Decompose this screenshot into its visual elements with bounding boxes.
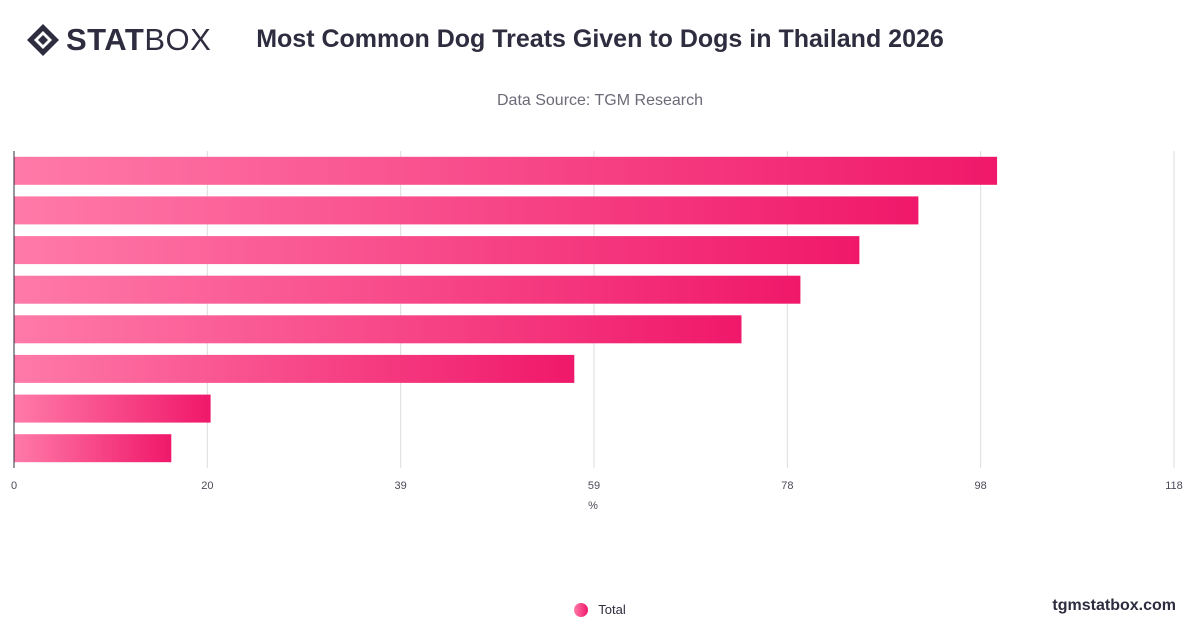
x-tick-label: 78 [781, 480, 793, 492]
bar[interactable] [14, 354, 575, 383]
x-tick-label: 98 [975, 480, 987, 492]
x-tick-label: 39 [395, 480, 407, 492]
x-tick-label: 20 [201, 480, 213, 492]
watermark: tgmstatbox.com [1052, 597, 1176, 614]
legend[interactable]: Total [0, 602, 1200, 617]
x-axis: 0 20 39 59 78 98 118 [11, 151, 1183, 492]
chart-title: Most Common Dog Treats Given to Dogs in … [256, 25, 944, 53]
x-tick-label: 59 [588, 480, 600, 492]
logo-text-light: BOX [144, 22, 212, 57]
bar[interactable] [14, 315, 742, 344]
legend-swatch [574, 602, 589, 617]
bar[interactable] [14, 196, 919, 225]
x-axis-label: % [588, 500, 598, 512]
logo-text-bold: STAT [66, 22, 145, 57]
bar[interactable] [14, 275, 801, 304]
chart-subtitle: Data Source: TGM Research [496, 92, 703, 109]
bars [14, 156, 998, 463]
x-tick-label: 0 [11, 480, 17, 492]
statbox-logo-text: STATBOX [66, 22, 211, 58]
statbox-logo: STATBOX [26, 22, 211, 58]
x-tick-label: 118 [1165, 480, 1183, 492]
bar[interactable] [14, 434, 172, 463]
legend-label-total: Total [598, 602, 626, 617]
bar[interactable] [14, 156, 998, 185]
bar[interactable] [14, 394, 211, 423]
bar[interactable] [14, 236, 860, 265]
statbox-logo-icon [27, 24, 59, 56]
